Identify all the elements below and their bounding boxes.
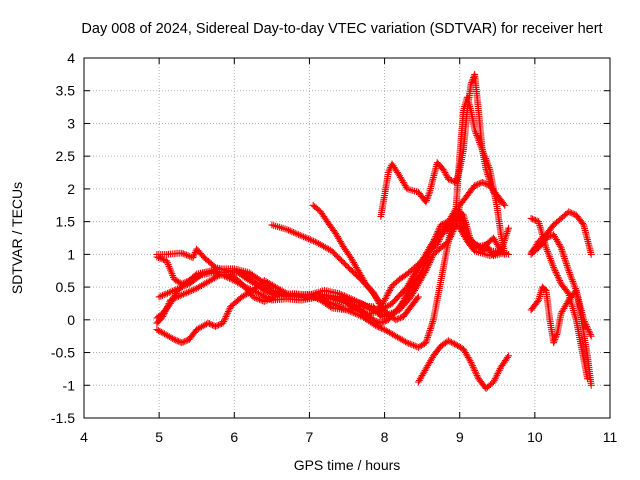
y-tick-label: 4 [67, 50, 75, 66]
y-tick-label: 0 [67, 312, 75, 328]
y-tick-label: -1.5 [51, 410, 75, 426]
y-axis-label: SDTVAR / TECUs [9, 182, 25, 294]
y-tick-labels: -1.5 -1 -0.5 0 0.5 1 1.5 2 2.5 3 3.5 4 [51, 50, 75, 426]
series-sat-f-markers [153, 208, 505, 322]
series-sat-i [377, 71, 505, 220]
series-sat-h [309, 201, 385, 307]
x-tick-label: 5 [155, 429, 163, 445]
y-tick-label: 2 [67, 181, 75, 197]
y-tick-label: 1.5 [56, 214, 76, 230]
series-sat-j [415, 337, 512, 392]
series-sat-n-markers [527, 231, 595, 340]
series-sat-c-markers [155, 93, 509, 351]
axis-ticks [83, 57, 611, 419]
series-sat-c [155, 93, 509, 351]
x-tick-label: 10 [527, 429, 543, 445]
y-tick-label: 1 [67, 246, 75, 262]
grid-lines [84, 58, 610, 418]
chart-title: Day 008 of 2024, Sidereal Day-to-day VTE… [81, 21, 602, 37]
series-sat-e [153, 179, 509, 347]
y-tick-label: 2.5 [56, 148, 76, 164]
y-tick-label: -0.5 [51, 345, 75, 361]
series-sat-j-markers [415, 337, 512, 392]
x-tick-label: 4 [80, 429, 88, 445]
y-tick-label: 3 [67, 115, 75, 131]
y-tick-label: -1 [63, 377, 76, 393]
series-sat-h-markers [309, 201, 385, 307]
y-tick-label: 3.5 [56, 83, 76, 99]
x-tick-label: 8 [381, 429, 389, 445]
series-sat-f [153, 208, 505, 322]
data-series [153, 71, 595, 392]
x-tick-label: 9 [456, 429, 464, 445]
series-sat-e-markers [153, 179, 509, 347]
x-tick-label: 7 [306, 429, 314, 445]
series-sat-l [527, 215, 591, 383]
series-sat-i-markers [377, 71, 505, 220]
x-tick-label: 11 [603, 429, 618, 445]
y-tick-label: 0.5 [56, 279, 76, 295]
x-axis-label: GPS time / hours [294, 457, 401, 473]
plot-frame [83, 57, 611, 419]
x-tick-label: 6 [230, 429, 238, 445]
x-tick-labels: 4 5 6 7 8 9 10 11 [80, 429, 617, 445]
series-sat-n [527, 231, 595, 340]
series-sat-l-markers [527, 215, 591, 383]
